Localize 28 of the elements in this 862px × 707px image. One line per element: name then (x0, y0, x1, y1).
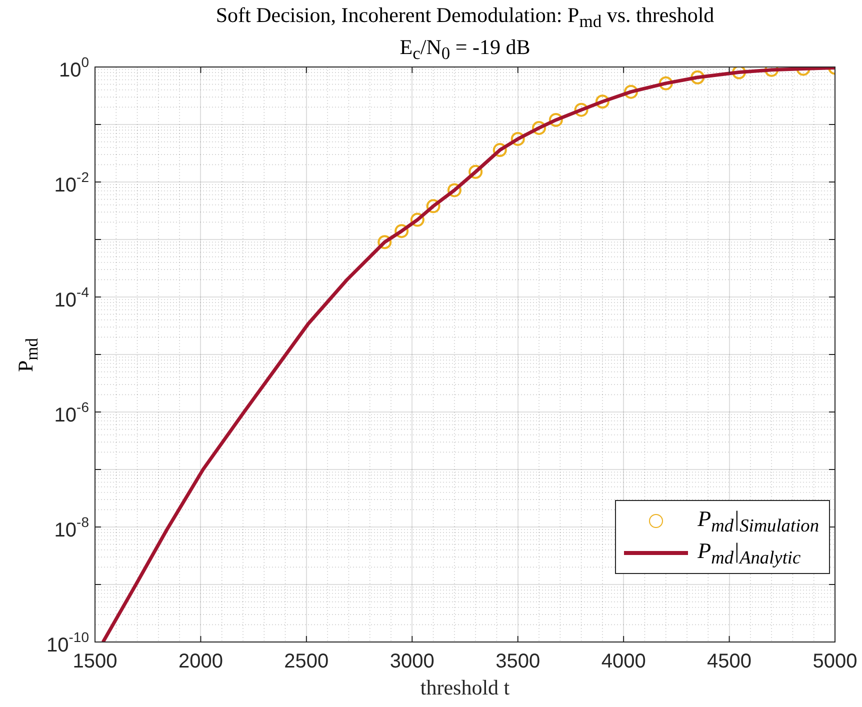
x-tick-label: 2500 (284, 650, 329, 673)
legend-label: P$_{md}$|$_{Simulation}$ (698, 506, 819, 536)
x-tick-label: 3500 (496, 650, 540, 673)
x-tick-label: 4000 (601, 650, 646, 673)
point (624, 84, 638, 99)
point (492, 143, 507, 158)
point (410, 212, 424, 227)
x-axis-title: threshold t (420, 676, 510, 700)
point (658, 76, 673, 90)
point (394, 224, 409, 238)
point (690, 70, 705, 84)
x-tick-label: 4500 (707, 650, 752, 673)
chart-subtitle: E$_{c}$/N$_{0}$ = -19 dB (398, 34, 532, 66)
point (574, 102, 588, 117)
chart-title: Soft Decision, Incoherent Demodulation: P$_{md}$ vs. threshold (214, 2, 716, 34)
point (468, 164, 483, 179)
point (447, 183, 462, 198)
x-tick-label: 3000 (390, 650, 434, 673)
point (732, 67, 746, 80)
point (510, 132, 525, 146)
point (378, 235, 392, 250)
point (426, 199, 440, 214)
point (548, 112, 563, 127)
x-tick-label: 2000 (178, 650, 223, 673)
point (532, 120, 546, 135)
x-tick-label: 5000 (812, 650, 858, 673)
legend-label: P$_{md}$|$_{Analytic}$ (698, 538, 801, 568)
point (595, 94, 610, 109)
